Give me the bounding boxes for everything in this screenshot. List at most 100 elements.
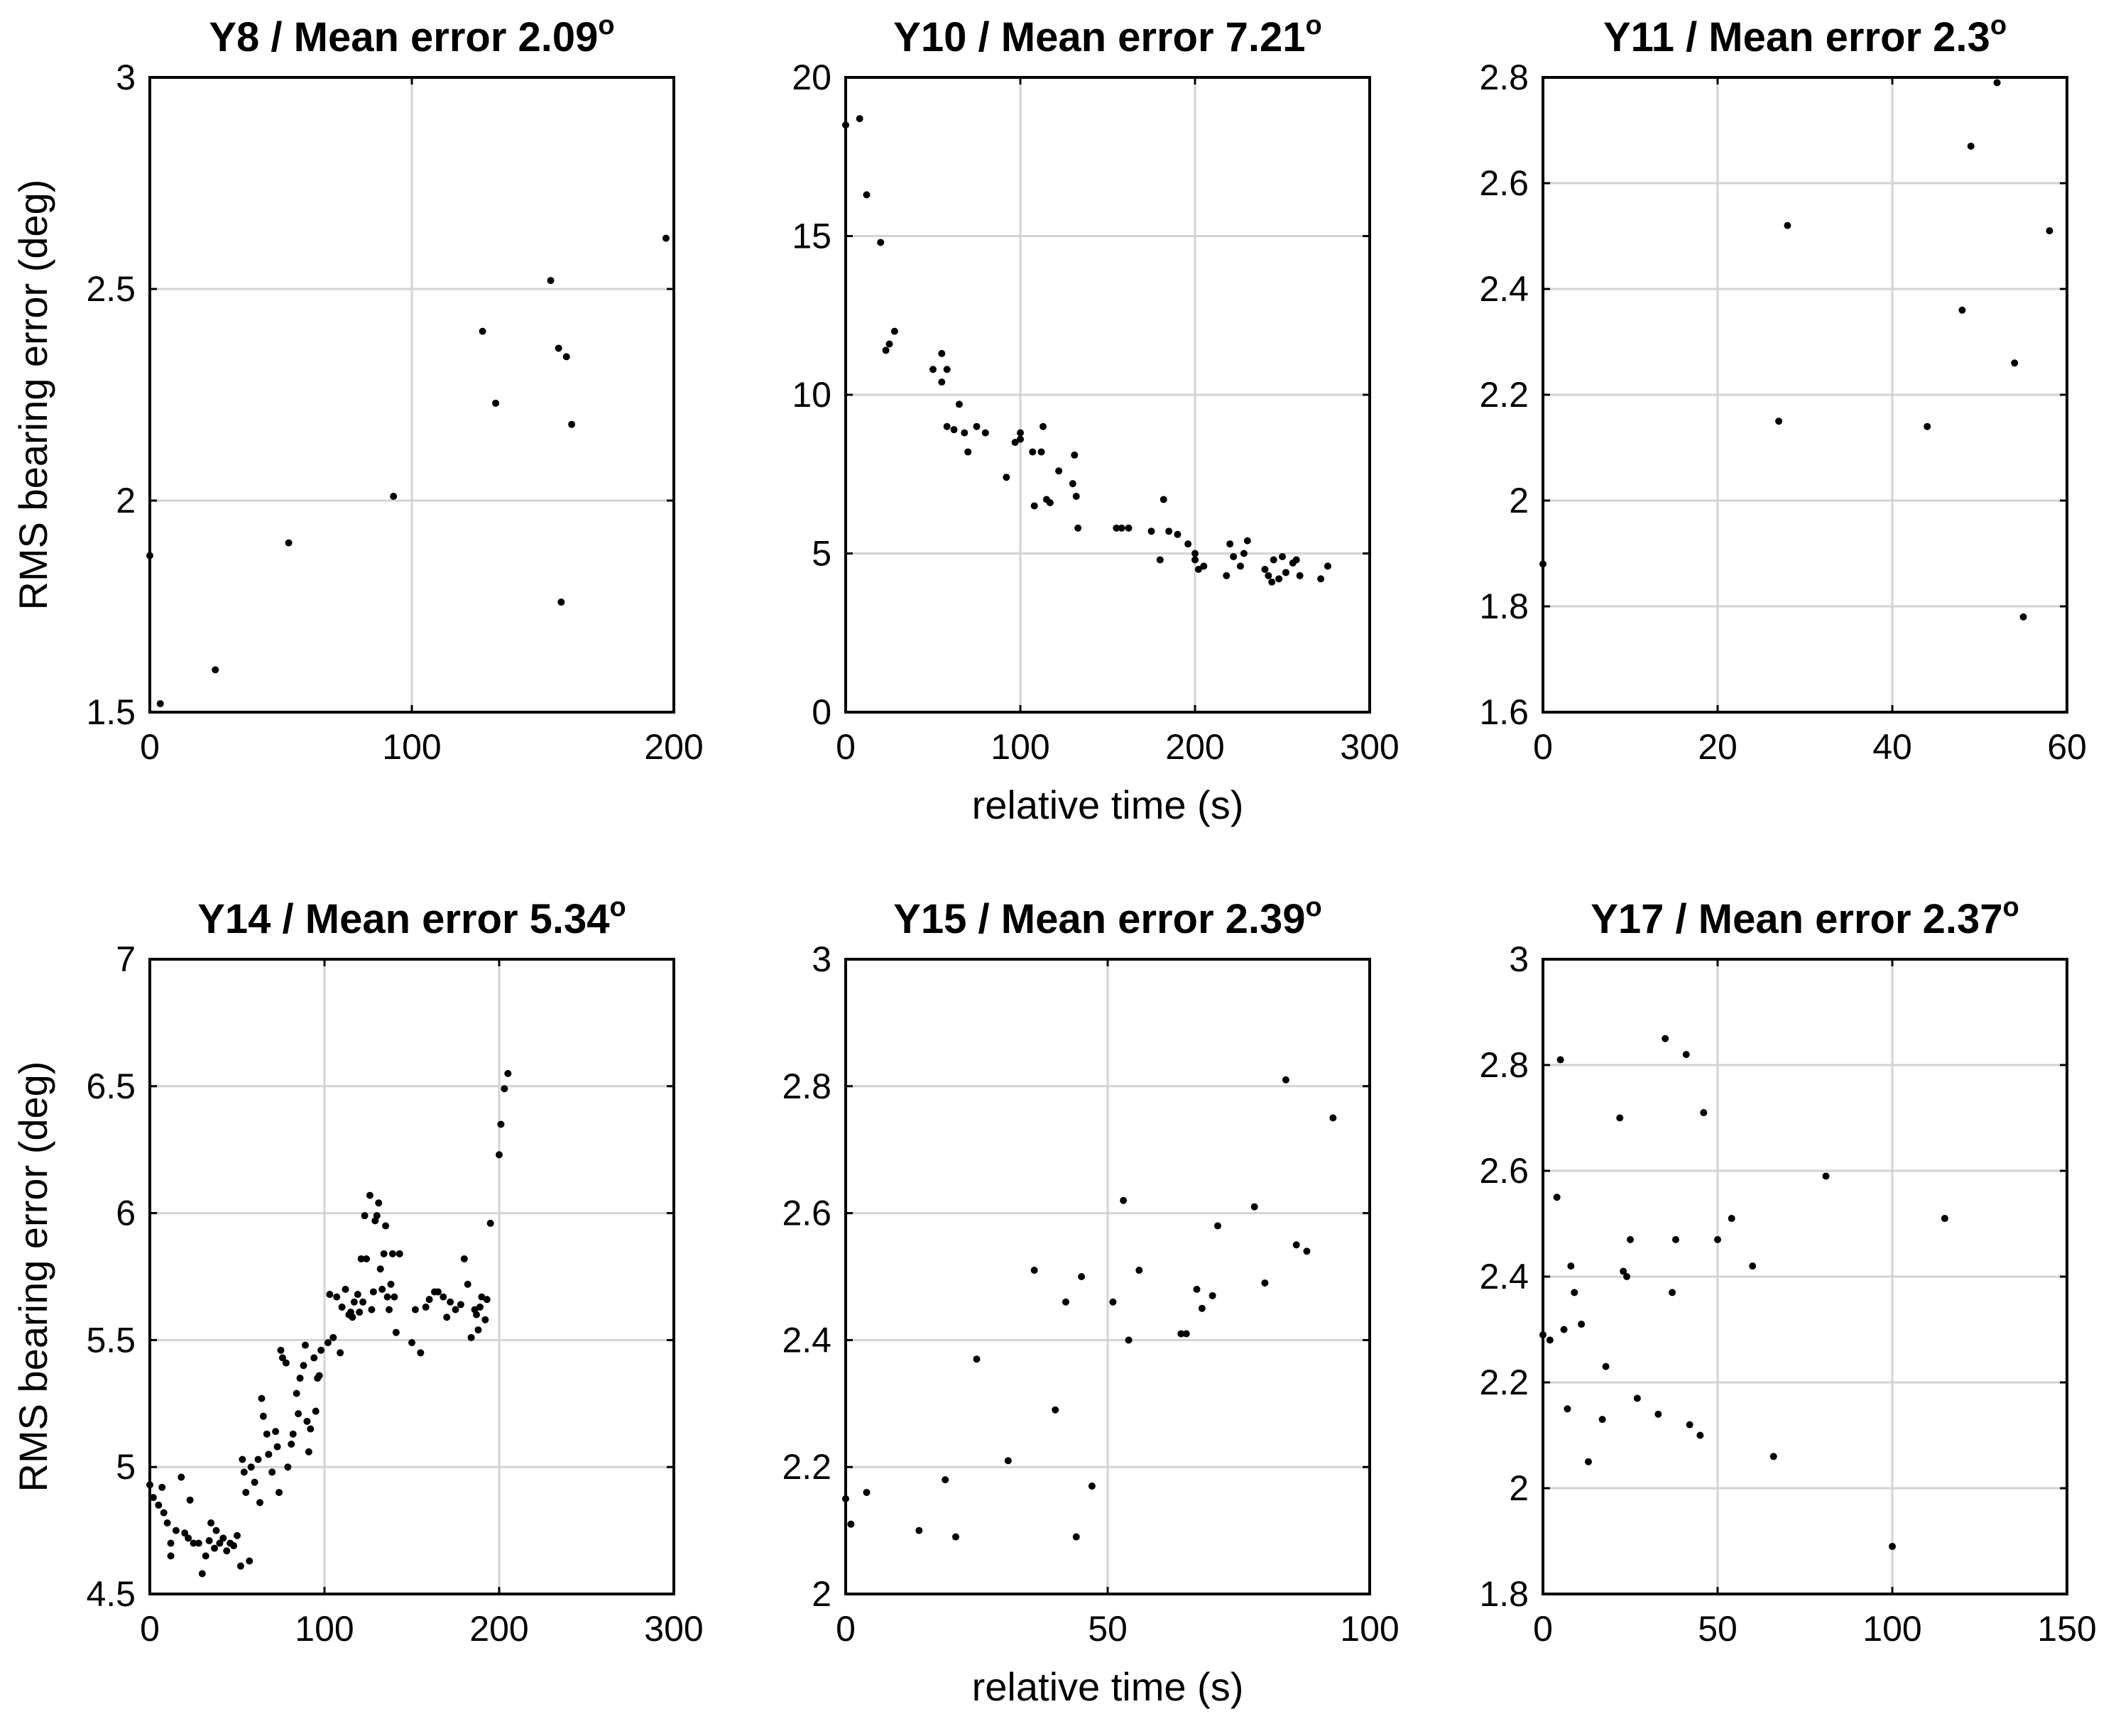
data-point (258, 1394, 266, 1402)
data-point (246, 1557, 253, 1565)
data-point (1329, 1114, 1337, 1122)
data-point (1109, 1298, 1117, 1306)
x-tick-label: 50 (1698, 1609, 1738, 1649)
y-tick-label: 5.5 (86, 1320, 136, 1360)
data-point (373, 1212, 381, 1220)
data-point (1598, 1416, 1606, 1424)
data-point (1078, 1273, 1086, 1280)
data-point (1243, 537, 1251, 545)
data-point (1261, 1279, 1269, 1287)
data-point (312, 1407, 320, 1415)
data-point (1749, 1262, 1757, 1270)
data-point (486, 1219, 494, 1227)
data-point (1889, 1542, 1896, 1550)
data-point (375, 1199, 383, 1207)
data-point (457, 1301, 464, 1309)
y-tick-label: 2.4 (1479, 269, 1529, 309)
data-point (1560, 1326, 1568, 1333)
y-tick-label: 1.8 (1479, 1574, 1529, 1614)
data-point (1193, 1285, 1201, 1293)
plot-area (150, 959, 674, 1594)
data-point (216, 1539, 224, 1547)
data-point (1941, 1215, 1948, 1223)
data-point (350, 1298, 358, 1306)
data-point (1230, 552, 1238, 560)
data-point (492, 399, 500, 407)
data-point (1784, 222, 1791, 229)
data-point (1062, 1298, 1069, 1306)
data-point (1620, 1267, 1627, 1275)
data-point (310, 1354, 318, 1362)
data-point (981, 429, 989, 437)
y-tick-label: 6.5 (86, 1066, 136, 1106)
data-point (265, 1451, 273, 1458)
y-axis-label: RMS bearing error (deg) (11, 180, 55, 611)
data-point (555, 344, 562, 352)
data-point (240, 1468, 248, 1476)
data-point (315, 1372, 323, 1380)
data-point (1578, 1321, 1586, 1328)
data-point (1226, 540, 1234, 548)
data-point (1184, 540, 1192, 548)
y-tick-label: 2.6 (782, 1194, 831, 1233)
data-point (1616, 1114, 1624, 1122)
data-point (247, 1463, 255, 1471)
data-point (443, 1314, 451, 1321)
data-point (383, 1293, 391, 1301)
data-point (368, 1306, 376, 1314)
title-degree-sup: o (1990, 11, 2007, 40)
data-point (300, 1362, 307, 1370)
title-main: Y8 / Mean error 2.09 (209, 14, 598, 60)
data-point (1571, 1289, 1578, 1296)
y-tick-label: 5 (812, 534, 831, 574)
data-point (301, 1341, 309, 1349)
data-point (307, 1425, 315, 1433)
data-point (1700, 1109, 1708, 1117)
data-point (863, 1488, 871, 1496)
data-point (1303, 1248, 1311, 1255)
data-point (1003, 474, 1010, 481)
data-point (1686, 1421, 1693, 1429)
data-point (1030, 1267, 1038, 1274)
data-point (1191, 556, 1199, 564)
title-degree-sup: o (598, 11, 614, 40)
data-point (938, 378, 946, 386)
x-tick-label: 40 (1872, 727, 1912, 767)
data-point (1584, 1458, 1592, 1465)
data-point (354, 1291, 361, 1299)
subplot-title: Y15 / Mean error 2.39o (893, 892, 1322, 942)
data-point (1011, 439, 1019, 447)
data-point (333, 1293, 341, 1301)
title-degree-sup: o (1306, 892, 1322, 922)
data-point (1250, 1203, 1258, 1211)
data-point (973, 422, 981, 430)
data-point (277, 1346, 285, 1354)
data-point (1627, 1235, 1634, 1243)
x-tick-label: 100 (382, 727, 441, 767)
data-point (1004, 1457, 1012, 1465)
data-point (1069, 480, 1076, 488)
data-point (496, 1151, 503, 1159)
data-point (1728, 1215, 1735, 1223)
data-point (273, 1443, 281, 1451)
data-point (1194, 565, 1202, 573)
data-point (357, 1255, 365, 1262)
data-point (422, 1303, 430, 1311)
data-point (1556, 1056, 1564, 1064)
data-point (440, 1293, 447, 1301)
data-point (1182, 1330, 1190, 1338)
data-point (847, 1520, 855, 1528)
data-point (943, 366, 951, 373)
axes-frame (844, 76, 1371, 714)
data-point (272, 1428, 280, 1436)
data-point (234, 1532, 241, 1539)
data-point (1125, 1336, 1133, 1344)
x-axis-label: relative time (s) (972, 1664, 1244, 1709)
y-tick-label: 1.5 (86, 692, 136, 732)
data-point (278, 1354, 286, 1362)
data-point (467, 1333, 475, 1341)
data-point (1120, 1196, 1128, 1204)
data-point (504, 1069, 512, 1077)
subplot-title: Y14 / Mean error 5.34o (197, 892, 626, 942)
title-main: Y15 / Mean error 2.39 (893, 896, 1305, 942)
